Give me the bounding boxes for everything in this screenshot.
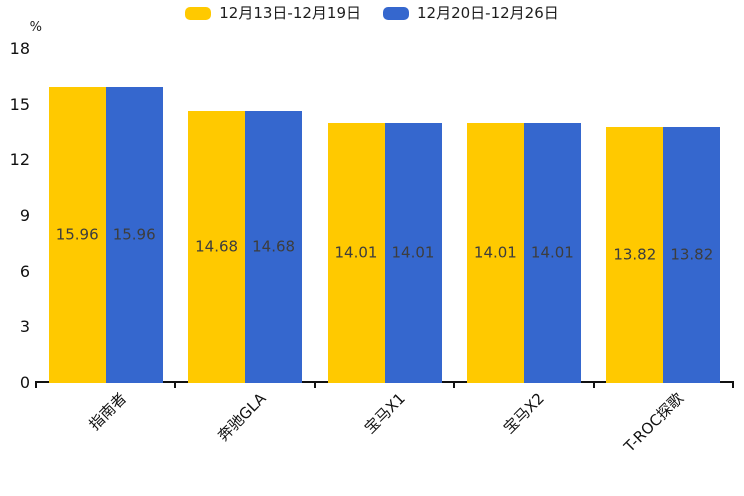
bar-week1-3: 14.01 — [327, 123, 385, 383]
x-axis-category-label: 指南者 — [85, 389, 130, 434]
legend-item-week2: 12月20日-12月26日 — [383, 6, 559, 21]
bar-value-label: 14.68 — [195, 237, 239, 256]
y-axis-tick-label: 3 — [19, 317, 30, 337]
bar-value-label: 14.68 — [252, 237, 296, 256]
bar-week2-5: 13.82 — [663, 126, 721, 383]
bar-week2-2: 14.68 — [245, 110, 303, 383]
y-axis-tick-label: 12 — [9, 150, 30, 170]
bar-value-label: 14.01 — [473, 243, 517, 262]
legend-item-week1: 12月13日-12月19日 — [185, 6, 361, 21]
bar-value-label: 15.96 — [55, 225, 99, 244]
bar-week2-3: 14.01 — [384, 123, 442, 383]
x-axis-category-label: T-ROC探歌 — [620, 389, 688, 456]
x-axis-category-label: 宝马X2 — [499, 389, 548, 438]
legend-label-week1: 12月13日-12月19日 — [219, 4, 361, 22]
x-axis-category-label: 宝马X1 — [360, 389, 409, 438]
x-axis-tick — [35, 383, 37, 388]
bar-week1-4: 14.01 — [466, 123, 524, 383]
y-axis-tick-label: 15 — [9, 94, 30, 114]
x-axis-tick — [732, 383, 734, 388]
legend-swatch-blue — [383, 7, 409, 20]
bar-week1-1: 15.96 — [48, 86, 106, 383]
y-axis-unit-label: % — [29, 20, 42, 35]
x-axis-tick — [174, 383, 177, 388]
bar-week1-5: 13.82 — [606, 126, 664, 383]
bar-week1-2: 14.68 — [188, 110, 246, 383]
bar-value-label: 14.01 — [530, 243, 574, 262]
x-axis-tick — [592, 383, 595, 388]
bar-value-label: 14.01 — [391, 243, 435, 262]
y-axis-tick-label: 9 — [19, 206, 30, 225]
bar-value-label: 13.82 — [613, 245, 657, 264]
y-axis-tick-label: 18 — [9, 39, 30, 58]
x-axis-category-label: 奔驰GLA — [213, 389, 270, 445]
x-axis-tick — [313, 383, 316, 388]
bar-value-label: 15.96 — [112, 225, 156, 244]
legend-swatch-yellow — [185, 7, 212, 20]
x-axis-tick — [453, 383, 456, 388]
bar-week2-4: 14.01 — [523, 123, 581, 383]
bar-value-label: 13.82 — [670, 245, 714, 264]
legend: 12月13日-12月19日 12月20日-12月26日 — [0, 6, 744, 21]
legend-label-week2: 12月20日-12月26日 — [417, 4, 559, 22]
y-axis-tick-label: 6 — [19, 261, 30, 281]
bar-week2-1: 15.96 — [105, 86, 163, 383]
bar-value-label: 14.01 — [334, 243, 378, 262]
y-axis-tick-label: 0 — [19, 373, 30, 392]
